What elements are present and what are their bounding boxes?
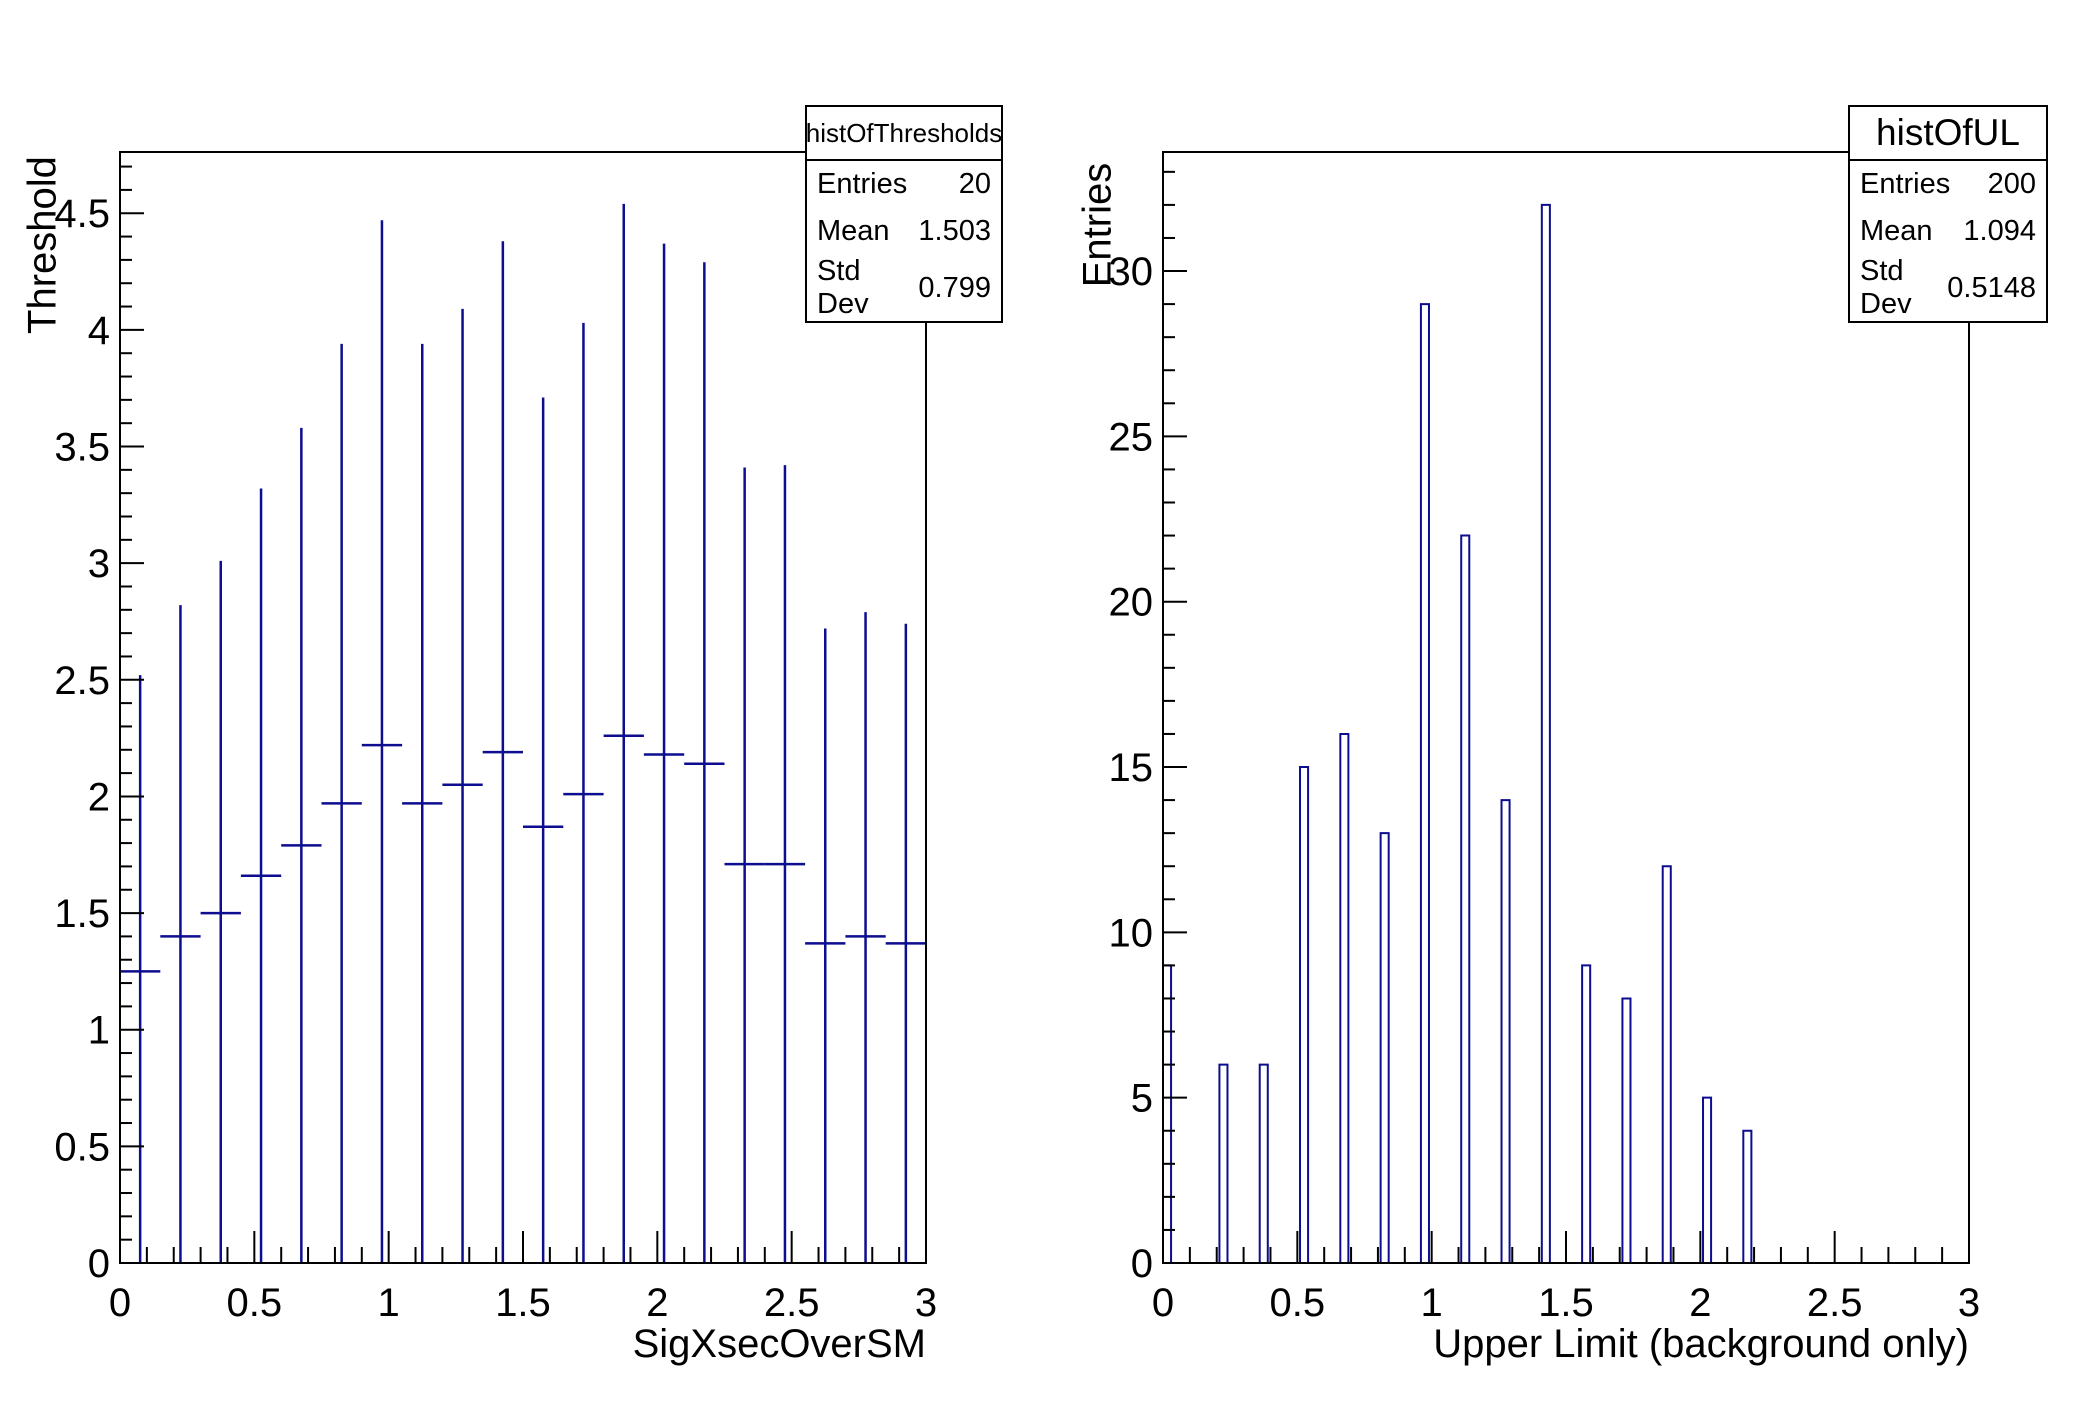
x-tick-label: 0.5 — [227, 1281, 283, 1325]
entries-label: Entries — [1860, 168, 1951, 200]
right-x-axis-title: Upper Limit (background only) — [1433, 1322, 1969, 1366]
histogram-bar — [1339, 732, 1350, 1263]
histogram-bar — [1500, 799, 1511, 1263]
right-stat-stddev-row: Std Dev 0.5148 — [1850, 255, 2046, 321]
y-tick-label: 3 — [88, 542, 110, 586]
y-tick-label: 2 — [88, 775, 110, 819]
y-tick-label: 0.5 — [54, 1125, 110, 1169]
entries-label: Entries — [817, 168, 908, 200]
histogram-bar — [1702, 1096, 1713, 1263]
stddev-label: Std Dev — [1860, 255, 1912, 320]
histogram-bar — [1299, 766, 1310, 1263]
x-tick-label: 0.5 — [1270, 1281, 1326, 1325]
y-tick-label: 4 — [88, 309, 110, 353]
x-tick-label: 2 — [1689, 1281, 1711, 1325]
y-tick-label: 3.5 — [54, 426, 110, 470]
stddev-label: Std Dev — [817, 255, 869, 320]
stddev-value: 0.799 — [918, 271, 991, 304]
histogram-bar — [1742, 1129, 1753, 1263]
x-tick-label: 0 — [109, 1281, 131, 1325]
y-tick-label: 15 — [1109, 746, 1154, 790]
histogram-bar — [1419, 303, 1430, 1263]
x-tick-label: 1 — [378, 1281, 400, 1325]
y-tick-label: 20 — [1109, 581, 1154, 625]
left-stat-entries-row: Entries 20 — [807, 161, 1001, 208]
x-tick-label: 3 — [1958, 1281, 1980, 1325]
right-stat-box: histOfUL Entries 200 Mean 1.094 Std Dev … — [1848, 105, 2048, 323]
mean-value: 1.094 — [1963, 215, 2036, 247]
x-tick-label: 1.5 — [1538, 1281, 1594, 1325]
left-stat-box-title: histOfThresholds — [806, 107, 1002, 161]
left-x-axis-title: SigXsecOverSM — [632, 1322, 926, 1366]
y-tick-label: 1 — [88, 1009, 110, 1053]
y-tick-label: 1.5 — [54, 892, 110, 936]
x-tick-label: 0 — [1152, 1281, 1174, 1325]
histogram-bar — [1540, 203, 1551, 1263]
y-tick-label: 0 — [88, 1242, 110, 1286]
x-tick-label: 2.5 — [1807, 1281, 1863, 1325]
left-y-axis-title: Threshold — [20, 156, 65, 334]
mean-label: Mean — [817, 215, 890, 247]
histogram-bar — [1258, 1063, 1269, 1263]
x-tick-label: 1.5 — [495, 1281, 551, 1325]
y-tick-label: 4.5 — [54, 192, 110, 236]
mean-value: 1.503 — [918, 215, 991, 247]
histogram-bar — [1218, 1063, 1229, 1263]
histogram-bar — [1460, 534, 1471, 1263]
left-stat-stddev-row: Std Dev 0.799 — [807, 255, 1001, 321]
x-tick-label: 2.5 — [764, 1281, 820, 1325]
histogram-bar — [1379, 832, 1390, 1263]
right-stat-mean-row: Mean 1.094 — [1850, 208, 2046, 255]
histogram-bar — [1621, 997, 1632, 1263]
entries-value: 20 — [958, 168, 991, 200]
x-tick-label: 1 — [1421, 1281, 1443, 1325]
y-tick-label: 25 — [1109, 415, 1154, 459]
mean-label: Mean — [1860, 215, 1933, 247]
left-stat-box: histOfThresholds Entries 20 Mean 1.503 S… — [805, 105, 1003, 323]
y-tick-label: 2.5 — [54, 659, 110, 703]
left-stat-mean-row: Mean 1.503 — [807, 208, 1001, 255]
histogram-bar — [1581, 964, 1592, 1263]
y-tick-label: 5 — [1131, 1077, 1153, 1121]
histogram-bar — [1162, 964, 1173, 1263]
right-stat-box-title: histOfUL — [1850, 107, 2046, 161]
histogram-bar — [1661, 865, 1672, 1263]
right-y-axis-title: Entries — [1075, 162, 1120, 288]
y-tick-label: 0 — [1131, 1242, 1153, 1286]
y-tick-label: 10 — [1109, 911, 1154, 955]
stddev-value: 0.5148 — [1947, 271, 2036, 304]
y-tick-label: 30 — [1109, 250, 1154, 294]
x-tick-label: 2 — [646, 1281, 668, 1325]
entries-value: 200 — [1987, 168, 2036, 200]
x-tick-label: 3 — [915, 1281, 937, 1325]
right-stat-entries-row: Entries 200 — [1850, 161, 2046, 208]
